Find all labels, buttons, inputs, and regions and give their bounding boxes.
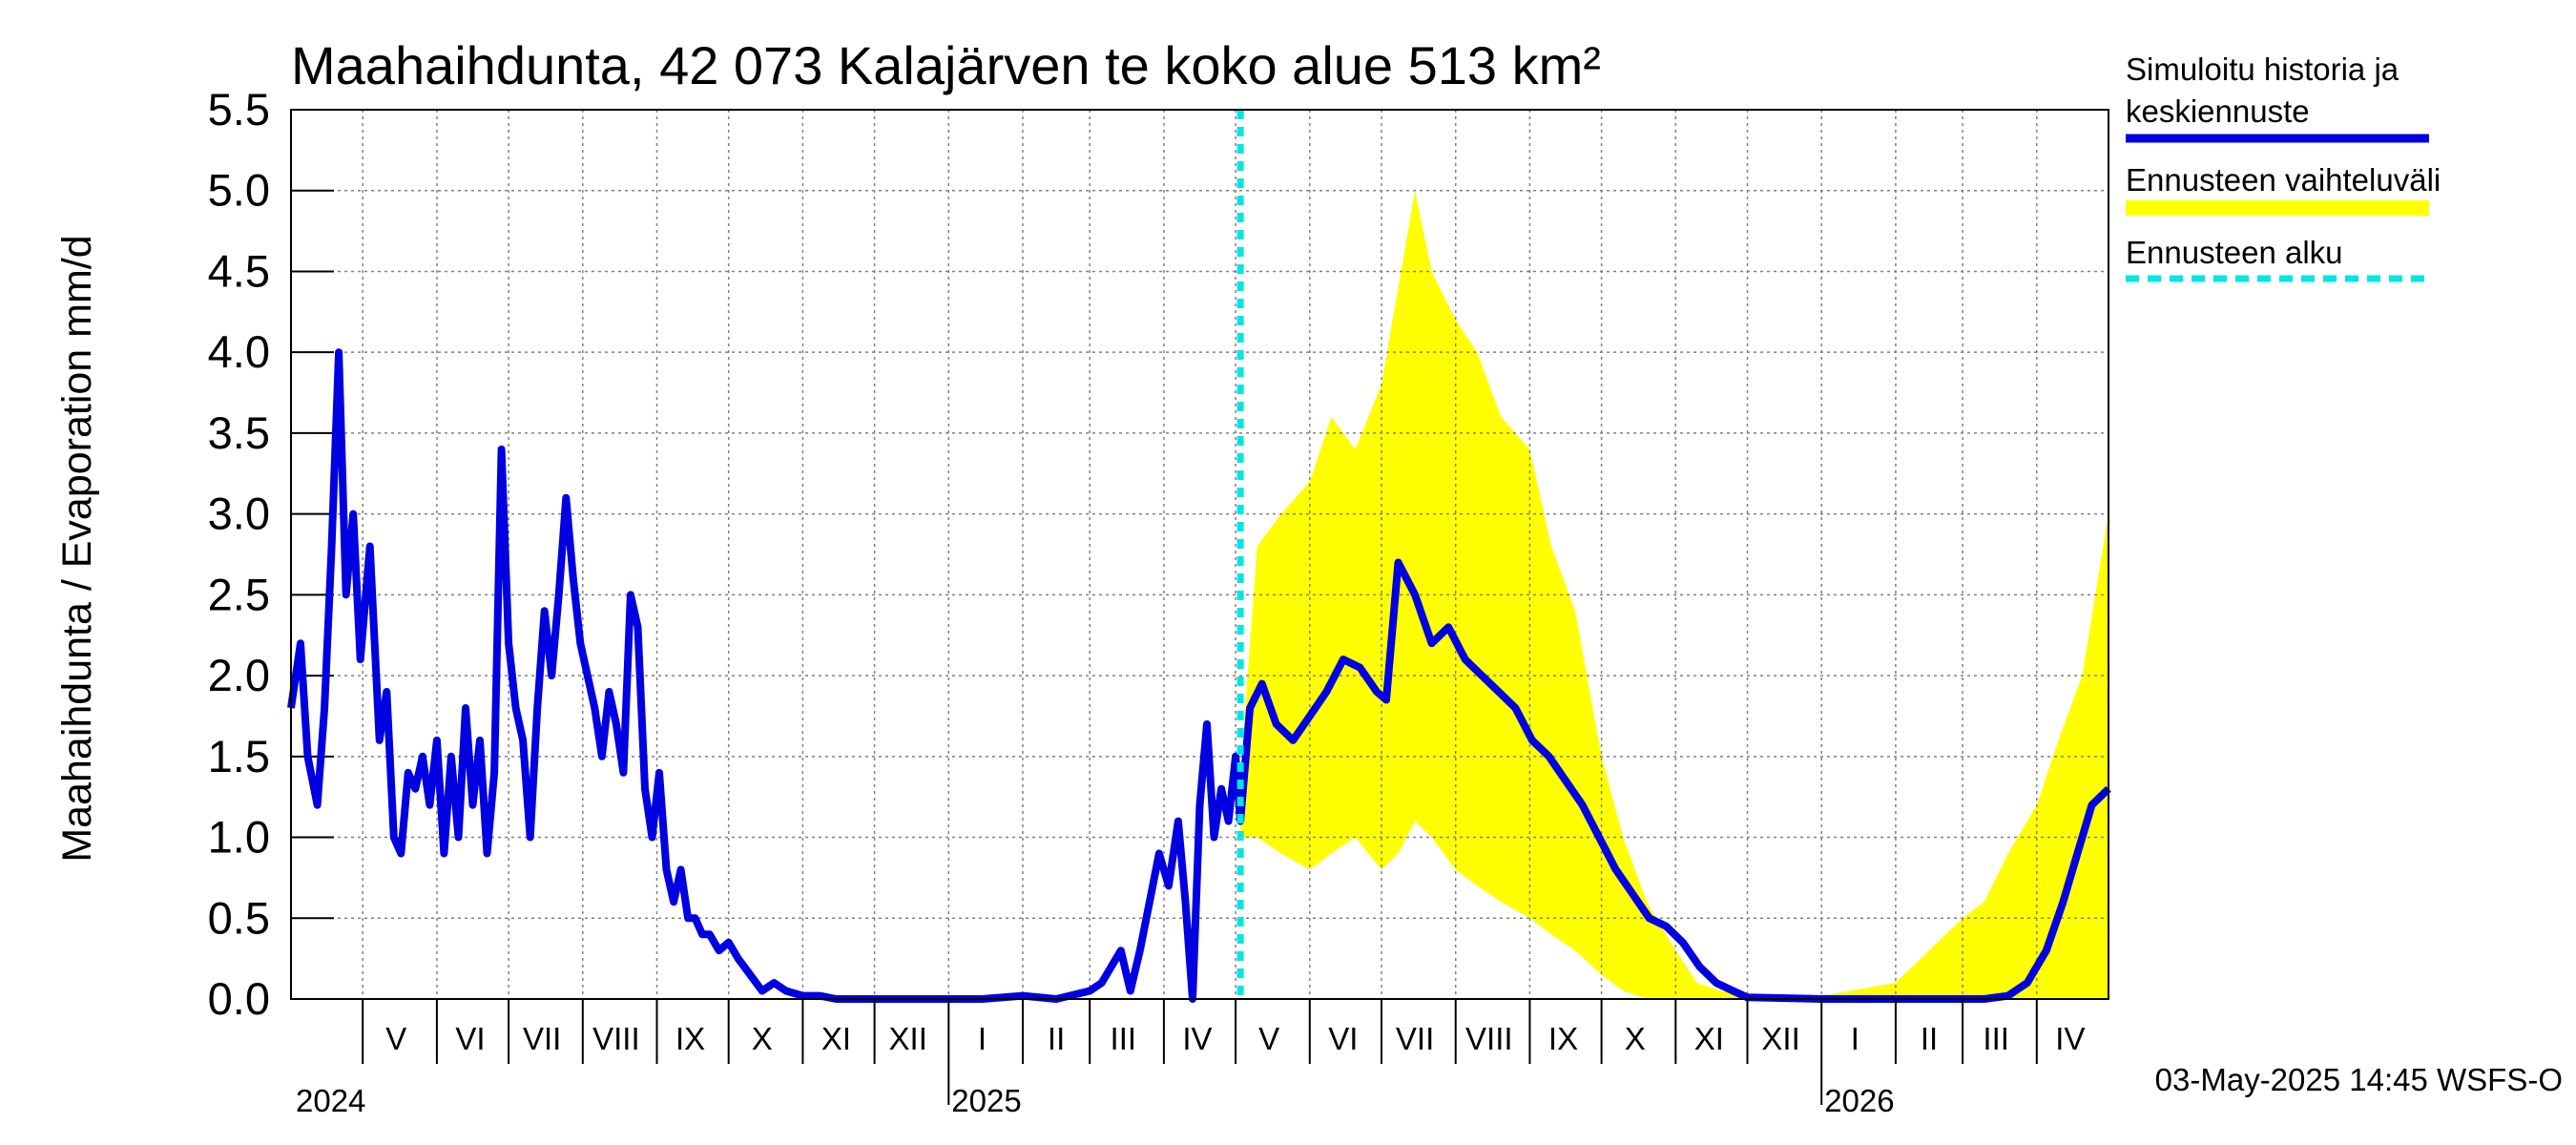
legend-label: keskiennuste xyxy=(2126,94,2310,129)
month-label: VII xyxy=(1396,1021,1434,1056)
legend-label: Simuloitu historia ja xyxy=(2126,52,2399,87)
month-label: V xyxy=(385,1021,406,1056)
y-tick-label: 1.0 xyxy=(208,812,270,863)
plot-frame xyxy=(290,109,2109,1000)
legend-label: Ennusteen vaihteluväli xyxy=(2126,162,2441,198)
month-label: IX xyxy=(675,1021,705,1056)
month-label: II xyxy=(1048,1021,1065,1056)
month-label: VI xyxy=(455,1021,485,1056)
month-label: I xyxy=(978,1021,987,1056)
y-tick-label: 5.5 xyxy=(208,84,270,135)
legend: Simuloitu historia ja keskiennuste Ennuste… xyxy=(2126,52,2441,282)
y-tick-label: 3.0 xyxy=(208,489,270,539)
month-label: XI xyxy=(1694,1021,1724,1056)
year-label: 2025 xyxy=(951,1083,1021,1118)
month-label: III xyxy=(1983,1021,2009,1056)
chart-title: Maahaihdunta, 42 073 Kalajärven te koko … xyxy=(291,35,1601,95)
month-label: XII xyxy=(1761,1021,1799,1056)
month-label: VII xyxy=(523,1021,561,1056)
y-tick-label: 3.5 xyxy=(208,407,270,458)
legend-swatch-band xyxy=(2126,200,2429,216)
y-tick-labels: 0.0 0.5 1.0 1.5 2.0 2.5 3.0 3.5 4.0 4.5 5.0 5.5 xyxy=(208,84,270,1024)
month-label: XI xyxy=(821,1021,851,1056)
forecast-band xyxy=(1240,190,2109,999)
month-label: IV xyxy=(2055,1021,2085,1056)
y-tick-label: 5.0 xyxy=(208,165,270,216)
y-axis-label: Maahaihdunta / Evaporation mm/d xyxy=(54,235,100,862)
year-label: 2024 xyxy=(296,1083,365,1118)
month-label: VI xyxy=(1328,1021,1358,1056)
x-axis: V VI VII VIII IX X XI XII I II III IV V VI VII VIII IX X X… xyxy=(296,999,2085,1118)
year-label: 2026 xyxy=(1824,1083,1894,1118)
month-label: IV xyxy=(1182,1021,1212,1056)
month-label: VIII xyxy=(592,1021,640,1056)
y-tick-label: 0.0 xyxy=(208,973,270,1024)
month-label: III xyxy=(1111,1021,1137,1056)
y-tick-label: 2.0 xyxy=(208,650,270,700)
legend-label: Ennusteen alku xyxy=(2126,235,2343,270)
month-label: X xyxy=(1625,1021,1646,1056)
y-tick-label: 1.5 xyxy=(208,731,270,781)
month-label: X xyxy=(752,1021,773,1056)
y-tick-label: 4.0 xyxy=(208,326,270,377)
month-label: XII xyxy=(889,1021,927,1056)
timestamp-footer: 03-May-2025 14:45 WSFS-O xyxy=(2155,1062,2563,1097)
forecast-band-layer xyxy=(1240,190,2109,999)
month-label: IX xyxy=(1548,1021,1578,1056)
y-tick-label: 0.5 xyxy=(208,892,270,943)
y-tick-label: 2.5 xyxy=(208,569,270,619)
month-label: I xyxy=(1851,1021,1859,1056)
month-label: II xyxy=(1921,1021,1938,1056)
month-label: V xyxy=(1258,1021,1279,1056)
month-label: VIII xyxy=(1465,1021,1513,1056)
y-tick-label: 4.5 xyxy=(208,245,270,296)
